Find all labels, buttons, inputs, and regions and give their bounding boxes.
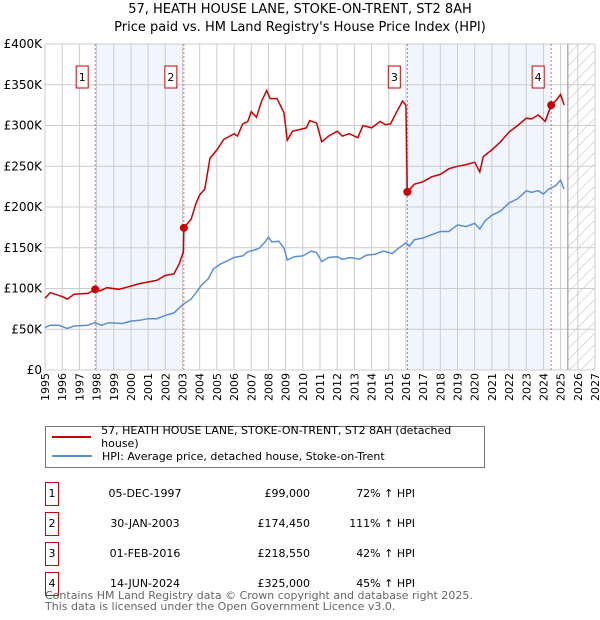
chart-subtitle: Price paid vs. HM Land Registry's House … bbox=[114, 20, 486, 35]
sale-hpi-change: 72% ↑ HPI bbox=[356, 487, 415, 500]
x-tick-label: 2009 bbox=[280, 373, 293, 401]
sale-date: 14-JUN-2024 bbox=[109, 577, 181, 590]
sale-number-box bbox=[164, 65, 178, 89]
y-tick-label: £250K bbox=[4, 159, 44, 173]
footer-copyright: Contains HM Land Registry data © Crown c… bbox=[45, 589, 473, 602]
sale-number: 3 bbox=[45, 542, 59, 566]
sale-number-box bbox=[387, 65, 401, 89]
x-tick-label: 2015 bbox=[383, 373, 396, 401]
sale-price: £174,450 bbox=[257, 517, 311, 530]
sale-hpi-change: 42% ↑ HPI bbox=[356, 547, 415, 560]
x-tick-label: 2017 bbox=[417, 373, 430, 401]
sale-point bbox=[547, 101, 556, 110]
sale-number: 1 bbox=[45, 482, 59, 506]
footer-licence: This data is licensed under the Open Gov… bbox=[45, 600, 396, 613]
y-tick-label: £50K bbox=[11, 322, 43, 336]
x-tick-label: 2002 bbox=[159, 373, 172, 401]
sale-row: 4 14-JUN-2024 £325,000 45% ↑ HPI bbox=[45, 572, 445, 596]
x-tick-label: 2012 bbox=[331, 373, 344, 401]
x-tick-label: 2014 bbox=[366, 373, 379, 401]
sale-point bbox=[91, 285, 100, 294]
property-price-line bbox=[44, 88, 565, 300]
sale-hpi-change: 111% ↑ HPI bbox=[349, 517, 415, 530]
sale-price: £218,550 bbox=[257, 547, 311, 560]
x-tick-label: 1998 bbox=[91, 373, 104, 401]
x-tick-label: 2024 bbox=[537, 373, 550, 401]
chart-title: 57, HEATH HOUSE LANE, STOKE-ON-TRENT, ST… bbox=[128, 2, 472, 17]
x-tick-label: 2000 bbox=[125, 373, 138, 401]
sale-number-label: 4 bbox=[535, 71, 542, 84]
sale-row: 3 01-FEB-2016 £218,550 42% ↑ HPI bbox=[45, 542, 445, 566]
price-chart: 1995 1996 1997 1998 1999 2000 2001 2002 2003 2004… bbox=[4, 37, 600, 401]
y-tick-label: £350K bbox=[4, 78, 44, 92]
sale-row: 2 30-JAN-2003 £174,450 111% ↑ HPI bbox=[45, 512, 445, 536]
x-tick-label: 2010 bbox=[297, 373, 310, 401]
sale-number-label: 3 bbox=[391, 71, 398, 84]
x-tick-label: 2019 bbox=[452, 373, 465, 401]
x-tick-label: 1996 bbox=[56, 373, 69, 401]
x-tick-label: 2020 bbox=[469, 373, 482, 401]
x-tick-label: 1997 bbox=[73, 373, 86, 401]
sale-hpi-change: 45% ↑ HPI bbox=[356, 577, 415, 590]
x-tick-label: 1999 bbox=[108, 373, 121, 401]
legend-item-hpi: HPI: Average price, detached house, Stok… bbox=[52, 447, 385, 465]
x-tick-label: 2011 bbox=[314, 373, 327, 401]
x-tick-label: 2007 bbox=[245, 373, 258, 401]
sale-number-label: 1 bbox=[79, 71, 86, 84]
sale-number-box bbox=[75, 65, 89, 89]
x-tick-label: 2021 bbox=[486, 373, 499, 401]
y-tick-label: £0 bbox=[27, 363, 42, 377]
sale-date: 30-JAN-2003 bbox=[110, 517, 180, 530]
x-tick-label: 2005 bbox=[211, 373, 224, 401]
sale-row: 1 05-DEC-1997 £99,000 72% ↑ HPI bbox=[45, 482, 445, 506]
x-tick-label: 2025 bbox=[555, 373, 568, 401]
x-tick-label: 2001 bbox=[142, 373, 155, 401]
legend-label-hpi: HPI: Average price, detached house, Stok… bbox=[102, 449, 385, 463]
sale-point bbox=[179, 223, 188, 232]
sale-date: 01-FEB-2016 bbox=[109, 547, 181, 560]
sale-date: 05-DEC-1997 bbox=[108, 487, 182, 500]
hpi-line bbox=[44, 178, 565, 330]
sale-number-label: 2 bbox=[167, 71, 174, 84]
x-tick-label: 2027 bbox=[589, 373, 600, 401]
x-tick-label: 2018 bbox=[434, 373, 447, 401]
sale-number: 2 bbox=[45, 512, 59, 536]
x-tick-label: 2013 bbox=[348, 373, 361, 401]
legend-item-property: 57, HEATH HOUSE LANE, STOKE-ON-TRENT, ST… bbox=[52, 424, 484, 450]
sale-number-box bbox=[531, 65, 545, 89]
y-tick-label: £200K bbox=[4, 200, 44, 214]
y-tick-label: £400K bbox=[4, 37, 44, 51]
x-tick-label: 2004 bbox=[194, 373, 207, 401]
x-tick-label: 2008 bbox=[262, 373, 275, 401]
x-tick-label: 2006 bbox=[228, 373, 241, 401]
y-tick-label: £300K bbox=[4, 119, 44, 133]
legend-label-property: 57, HEATH HOUSE LANE, STOKE-ON-TRENT, ST… bbox=[101, 424, 452, 450]
x-tick-label: 2023 bbox=[520, 373, 533, 401]
x-tick-label: 2026 bbox=[572, 373, 585, 401]
y-tick-label: £100K bbox=[4, 282, 44, 296]
legend: 57, HEATH HOUSE LANE, STOKE-ON-TRENT, ST… bbox=[45, 424, 485, 468]
x-tick-label: 1995 bbox=[39, 373, 52, 401]
x-tick-label: 2016 bbox=[400, 373, 413, 401]
y-tick-label: £150K bbox=[4, 241, 44, 255]
sale-number: 4 bbox=[45, 572, 59, 596]
legend-red-line bbox=[52, 436, 92, 438]
sale-price: £325,000 bbox=[257, 577, 311, 590]
x-tick-label: 2022 bbox=[503, 373, 516, 401]
sale-point bbox=[403, 187, 412, 196]
x-tick-label: 2003 bbox=[177, 373, 190, 401]
legend-blue-line bbox=[52, 455, 92, 457]
sale-price: £99,000 bbox=[264, 487, 311, 500]
